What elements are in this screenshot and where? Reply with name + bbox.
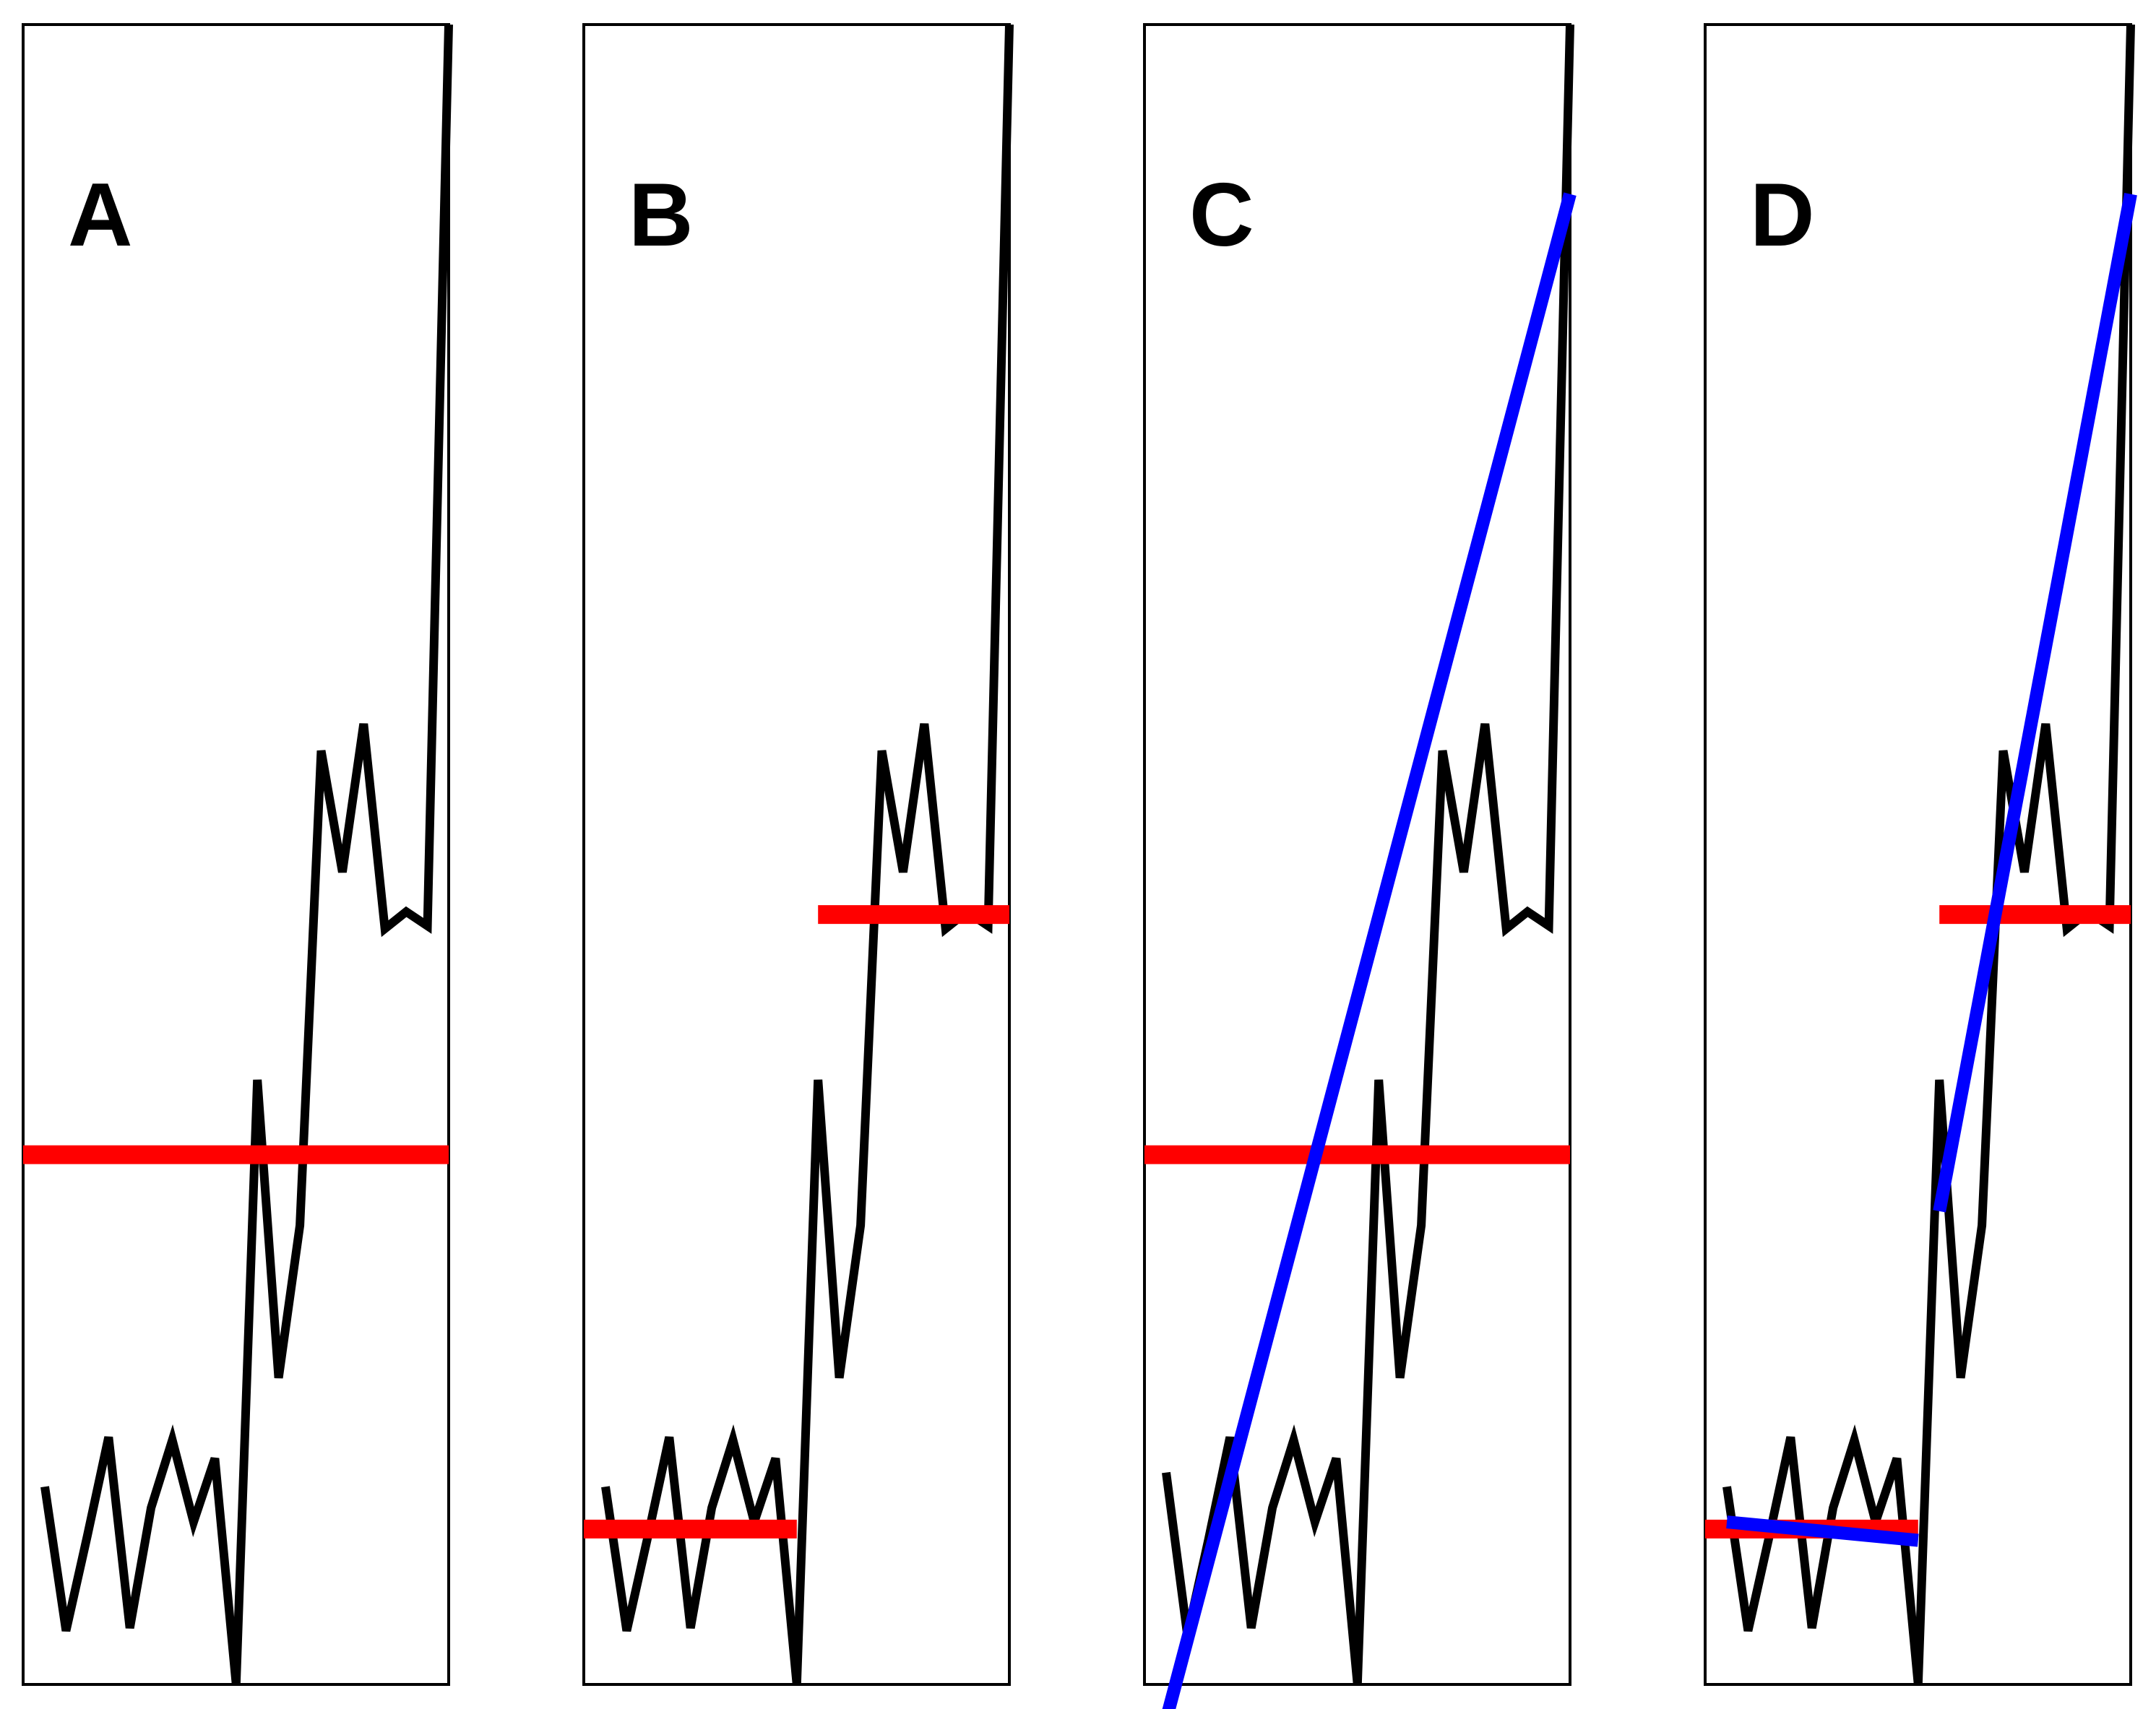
panel-c-trend-line-1 <box>1162 192 1577 1709</box>
panel-a: A <box>22 23 453 1686</box>
panel-b-frame <box>582 23 1011 1686</box>
panel-c: C <box>1143 23 1577 1709</box>
panel-b: B <box>582 23 1014 1686</box>
panel-d-series-line <box>1722 24 2135 1685</box>
panel-d-trend-line-1 <box>1726 1515 1919 1547</box>
panel-b-plot <box>584 24 1014 1685</box>
panel-a-label: A <box>68 165 133 265</box>
panel-a-plot <box>23 24 453 1685</box>
panel-d-label: D <box>1750 165 1815 265</box>
panel-c-plot <box>1144 24 1577 1709</box>
panel-c-frame <box>1143 23 1571 1686</box>
panel-d-frame <box>1704 23 2132 1686</box>
panel-d-plot <box>1705 24 2137 1685</box>
panel-b-label: B <box>629 165 694 265</box>
panel-a-frame <box>22 23 450 1686</box>
panel-c-label: C <box>1189 165 1254 265</box>
panel-a-series-line <box>40 24 453 1685</box>
panel-b-series-line <box>601 24 1014 1685</box>
panel-d: D <box>1704 23 2137 1686</box>
panel-d-trend-line-2 <box>1933 193 2137 1213</box>
